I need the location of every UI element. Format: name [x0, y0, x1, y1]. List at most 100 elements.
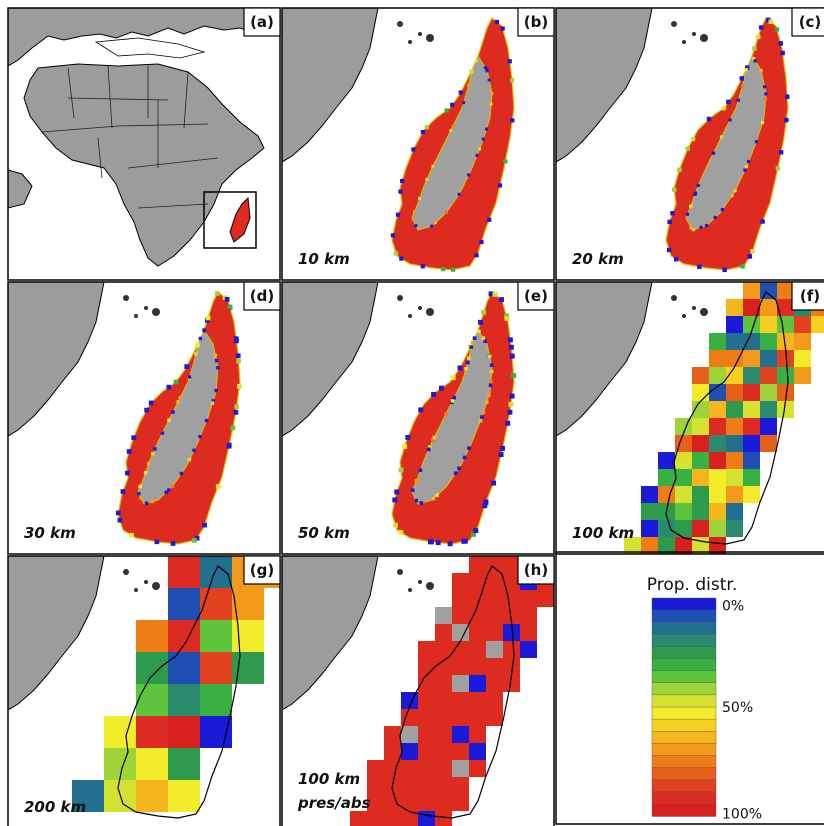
core-edge-cell [728, 118, 732, 122]
grid-cell [168, 652, 200, 684]
grid-cell [726, 316, 743, 333]
edge-cell [230, 425, 236, 431]
edge-cell [224, 296, 230, 302]
edge-cell [184, 364, 190, 369]
grid-cell [760, 401, 777, 418]
panel-label: (a) [243, 7, 281, 37]
grid-cell [452, 709, 469, 726]
core-edge-cell [425, 178, 429, 182]
grid-cell [367, 777, 384, 794]
core-edge-cell [480, 415, 484, 419]
grid-cell [675, 469, 692, 486]
grid-cell [452, 573, 469, 590]
grid-cell [709, 418, 726, 435]
edge-cell [390, 233, 396, 238]
comoros-island [692, 32, 696, 36]
grid-cell [418, 811, 435, 826]
core-edge-cell [744, 67, 748, 72]
grid-cell [435, 743, 452, 760]
edge-cell [450, 267, 456, 272]
panel-grid: (a) (b) 10 km (c) 20 km (d) 30 km (e) 50 km (f) 10… [7, 7, 824, 826]
grid-cell [232, 588, 264, 620]
edge-cell [438, 385, 444, 391]
edge-cell [226, 443, 232, 449]
grid-cell [520, 590, 537, 607]
legend-frame [555, 551, 824, 825]
core-edge-cell [743, 168, 747, 172]
core-edge-cell [170, 484, 175, 489]
edge-cell [775, 166, 781, 171]
grid-cell [726, 401, 743, 418]
grid-cell [418, 794, 435, 811]
edge-cell [398, 189, 403, 194]
edge-cell [483, 500, 489, 506]
edge-cell [399, 256, 404, 261]
grid-cell [435, 658, 452, 675]
edge-cell [498, 452, 504, 458]
legend-tick-label: 0% [722, 598, 744, 614]
panel-d: (d) 30 km [7, 281, 281, 555]
mozambique-land [556, 8, 653, 163]
grid-cell [367, 760, 384, 777]
core-edge-cell [435, 493, 439, 498]
grid-cell [469, 573, 486, 590]
panel-label-text: (c) [799, 13, 822, 31]
panel-label: (d) [243, 281, 281, 311]
grid-cell [401, 760, 418, 777]
grid-cell [104, 748, 136, 780]
edge-cell [722, 267, 727, 273]
grid-cell [168, 684, 200, 716]
panel-label-text: (d) [250, 287, 274, 305]
grid-cell [435, 794, 452, 811]
grid-cell [136, 684, 168, 716]
grid-cell [435, 760, 452, 777]
core-edge-cell [426, 447, 431, 452]
edge-cell [697, 264, 702, 270]
edge-cell [494, 19, 500, 25]
edge-cell [784, 117, 789, 123]
core-edge-cell [151, 452, 155, 456]
grid-cell [811, 316, 824, 333]
grid-cell [401, 726, 418, 743]
panel-label: (g) [243, 555, 281, 585]
madagascar-small [229, 196, 251, 243]
grid-cell [72, 780, 104, 812]
edge-cell [234, 404, 240, 410]
grid-cell [435, 607, 452, 624]
core-edge-cell [489, 102, 493, 106]
legend-swatch [651, 634, 717, 648]
grid-cell [200, 716, 232, 748]
grid-cell [726, 367, 743, 384]
core-edge-cell [143, 471, 148, 475]
core-edge-cell [176, 400, 180, 404]
edge-cell [507, 337, 513, 343]
edge-cell [510, 78, 515, 83]
grid-cell [469, 675, 486, 692]
edge-cell [166, 384, 172, 390]
grid-cell [503, 658, 520, 675]
core-edge-cell [481, 410, 486, 414]
comoros-island [408, 40, 412, 44]
core-edge-cell [699, 225, 703, 230]
comoros-island [152, 308, 160, 316]
edge-cell [504, 315, 510, 321]
core-edge-cell [419, 501, 424, 505]
grid-cell [401, 794, 418, 811]
resolution-label: 30 km [24, 524, 76, 542]
core-edge-cell [214, 388, 218, 393]
core-edge-cell [432, 435, 437, 440]
legend-swatch [651, 694, 717, 708]
panel-frame [555, 7, 824, 281]
core-edge-cell [744, 165, 749, 169]
legend-title: Prop. distr. [647, 575, 737, 595]
grid-cell [709, 384, 726, 401]
edge-cell [457, 365, 463, 371]
grid-cell [136, 620, 168, 652]
mozambique-land [282, 556, 379, 711]
edge-cell [500, 445, 505, 451]
grid-cell [418, 726, 435, 743]
edge-cell [398, 467, 404, 473]
edge-cell [444, 108, 449, 113]
panel-label-text: (h) [524, 561, 548, 579]
